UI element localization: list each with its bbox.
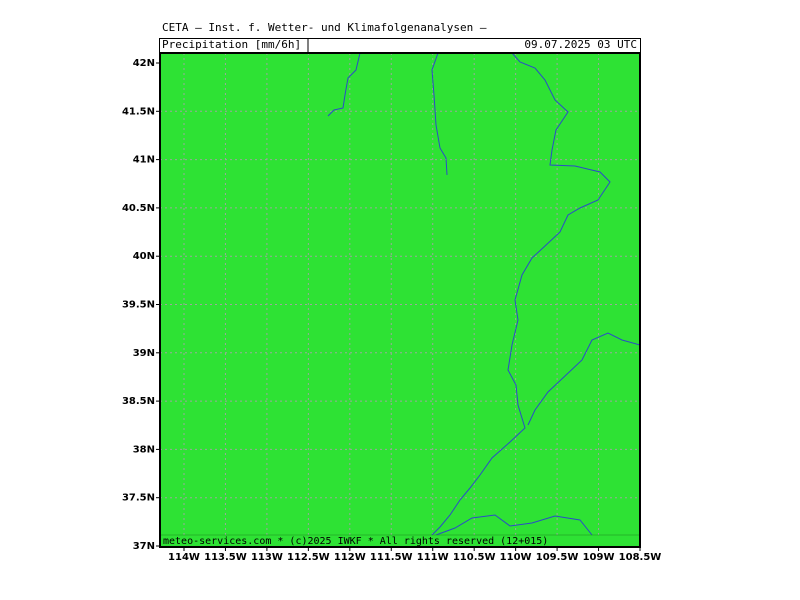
map-frame (159, 52, 641, 548)
lon-label: 109W (583, 552, 615, 563)
river (327, 52, 361, 117)
lon-label: 111W (417, 552, 449, 563)
graticule (160, 53, 640, 547)
datetime: 09.07.2025 03 UTC (524, 38, 637, 51)
lat-label: 39.5N (122, 300, 155, 311)
lon-label: 109.5W (536, 552, 579, 563)
lat-label: 38N (133, 444, 155, 455)
title: CETA — Inst. f. Wetter- und Klimafolgena… (162, 21, 487, 34)
lon-label: 111.5W (370, 552, 413, 563)
lat-label: 40N (133, 251, 155, 262)
border (429, 52, 611, 538)
lon-label: 110W (500, 552, 532, 563)
lat-label: 40.5N (122, 203, 155, 214)
river (527, 332, 641, 426)
lon-label: 112W (334, 552, 366, 563)
boundaries (327, 52, 641, 548)
lat-label: 41.5N (122, 106, 155, 117)
lat-label: 37N (133, 541, 155, 552)
lat-label: 41N (133, 155, 155, 166)
field-label: Precipitation [mm/6h] (162, 38, 301, 51)
river (431, 52, 448, 176)
lat-label: 37.5N (122, 493, 155, 504)
lat-label: 42N (133, 58, 155, 69)
lon-label: 112.5W (287, 552, 330, 563)
river (435, 514, 601, 548)
lon-label: 110.5W (453, 552, 496, 563)
footer-credit: meteo-services.com * (c)2025 IWKF * All … (163, 536, 548, 547)
lon-label: 113W (251, 552, 283, 563)
lat-label: 39N (133, 348, 155, 359)
lon-label: 113.5W (204, 552, 247, 563)
lon-label: 114W (168, 552, 200, 563)
lat-label: 38.5N (122, 396, 155, 407)
lon-label: 108.5W (619, 552, 662, 563)
map-area (160, 53, 640, 547)
